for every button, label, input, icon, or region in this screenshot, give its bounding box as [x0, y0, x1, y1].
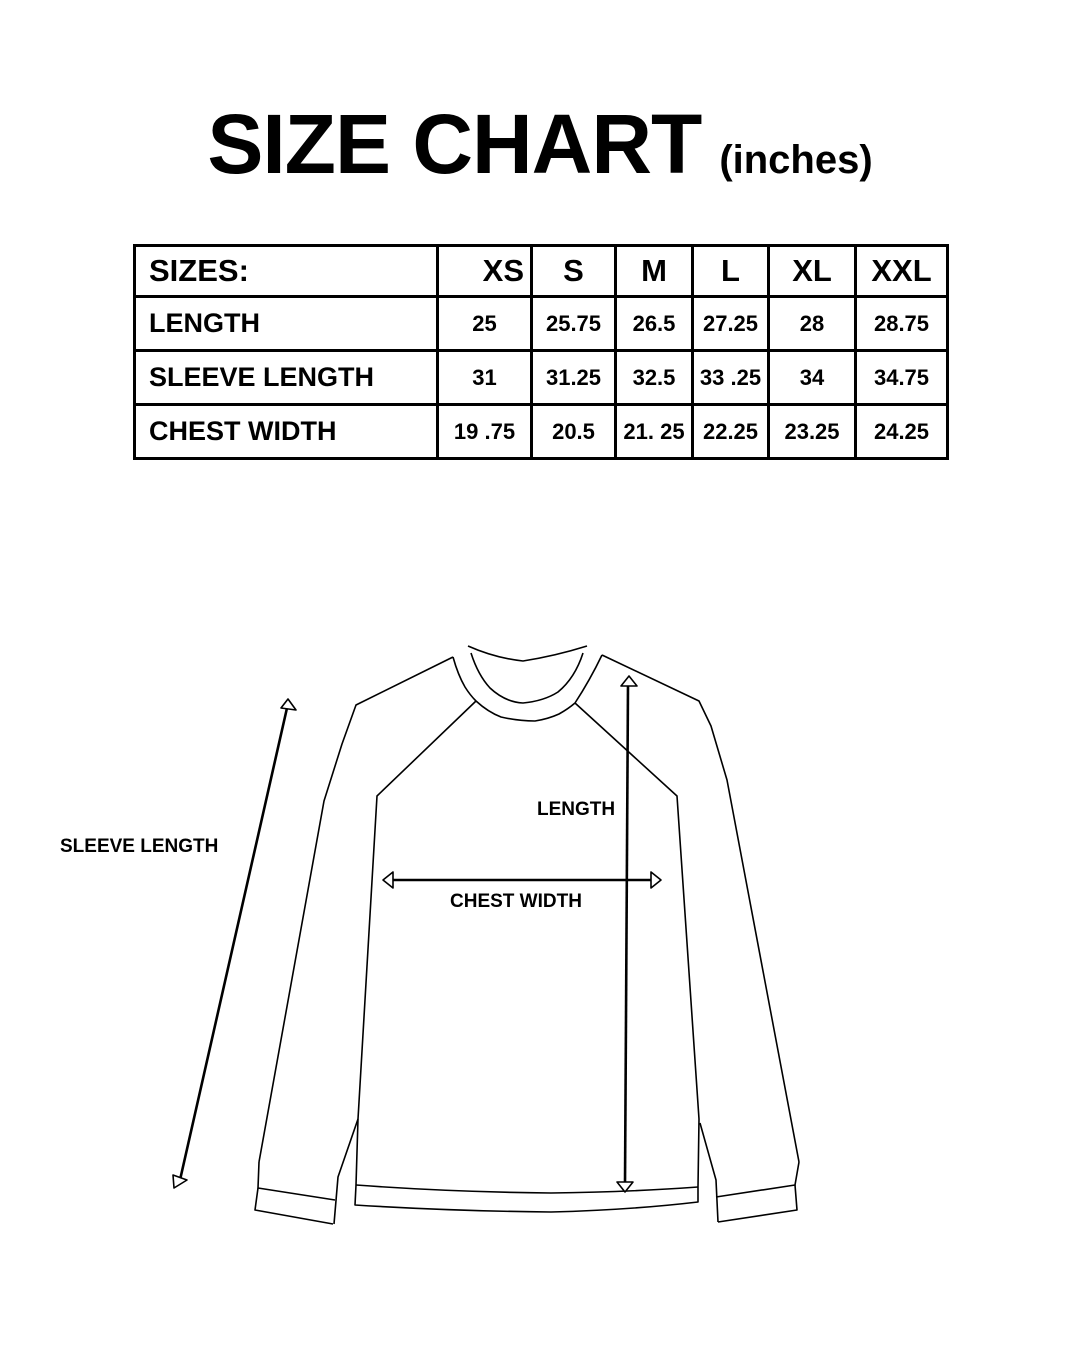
cell: 25.75	[530, 295, 617, 352]
table-row: LENGTH 25 25.75 26.5 27.25 28 28.75	[133, 295, 949, 352]
cell: 34	[767, 349, 857, 406]
length-label: LENGTH	[537, 799, 616, 820]
cell: 31	[436, 349, 533, 406]
chest-width-label: CHEST WIDTH	[450, 891, 582, 912]
arrowhead-icon	[616, 1181, 634, 1193]
arrowhead-icon	[650, 871, 662, 889]
cell: 21. 25	[614, 403, 694, 460]
cell: 25	[436, 295, 533, 352]
cell: 19 .75	[436, 403, 533, 460]
title-unit: (inches)	[719, 138, 873, 182]
size-header: S	[530, 244, 617, 298]
arrowhead-icon	[280, 698, 297, 711]
cell: 23.25	[767, 403, 857, 460]
sleeve-length-arrow	[178, 707, 289, 1181]
sweater-outline	[254, 645, 800, 1225]
sleeve-length-label: SLEEVE LENGTH	[60, 836, 219, 857]
length-arrow	[623, 683, 630, 1185]
row-label: LENGTH	[133, 295, 439, 352]
arrowhead-icon	[620, 675, 638, 687]
table-row: CHEST WIDTH 19 .75 20.5 21. 25 22.25 23.…	[133, 403, 949, 460]
cell: 34.75	[854, 349, 949, 406]
cell: 32.5	[614, 349, 694, 406]
size-header: XXL	[854, 244, 949, 298]
size-header: XS	[436, 244, 533, 298]
table-row: SLEEVE LENGTH 31 31.25 32.5 33 .25 34 34…	[133, 349, 949, 406]
table-header-row: SIZES: XS S M L XL XXL	[133, 244, 949, 298]
cell: 22.25	[691, 403, 770, 460]
cell: 27.25	[691, 295, 770, 352]
cell: 33 .25	[691, 349, 770, 406]
cell: 28	[767, 295, 857, 352]
size-header: L	[691, 244, 770, 298]
cell: 26.5	[614, 295, 694, 352]
size-header: XL	[767, 244, 857, 298]
cell: 31.25	[530, 349, 617, 406]
arrowhead-icon	[382, 871, 394, 889]
size-header: M	[614, 244, 694, 298]
header-label: SIZES:	[133, 244, 439, 298]
cell: 24.25	[854, 403, 949, 460]
cell: 28.75	[854, 295, 949, 352]
title-main: SIZE CHART	[207, 97, 702, 191]
cell: 20.5	[530, 403, 617, 460]
measure-arrows	[172, 675, 662, 1193]
row-label: CHEST WIDTH	[133, 403, 439, 460]
arrowhead-icon	[172, 1174, 188, 1189]
page-title: SIZE CHART (inches)	[0, 96, 1080, 193]
size-table: SIZES: XS S M L XL XXL LENGTH 25 25.75 2…	[133, 244, 949, 460]
row-label: SLEEVE LENGTH	[133, 349, 439, 406]
